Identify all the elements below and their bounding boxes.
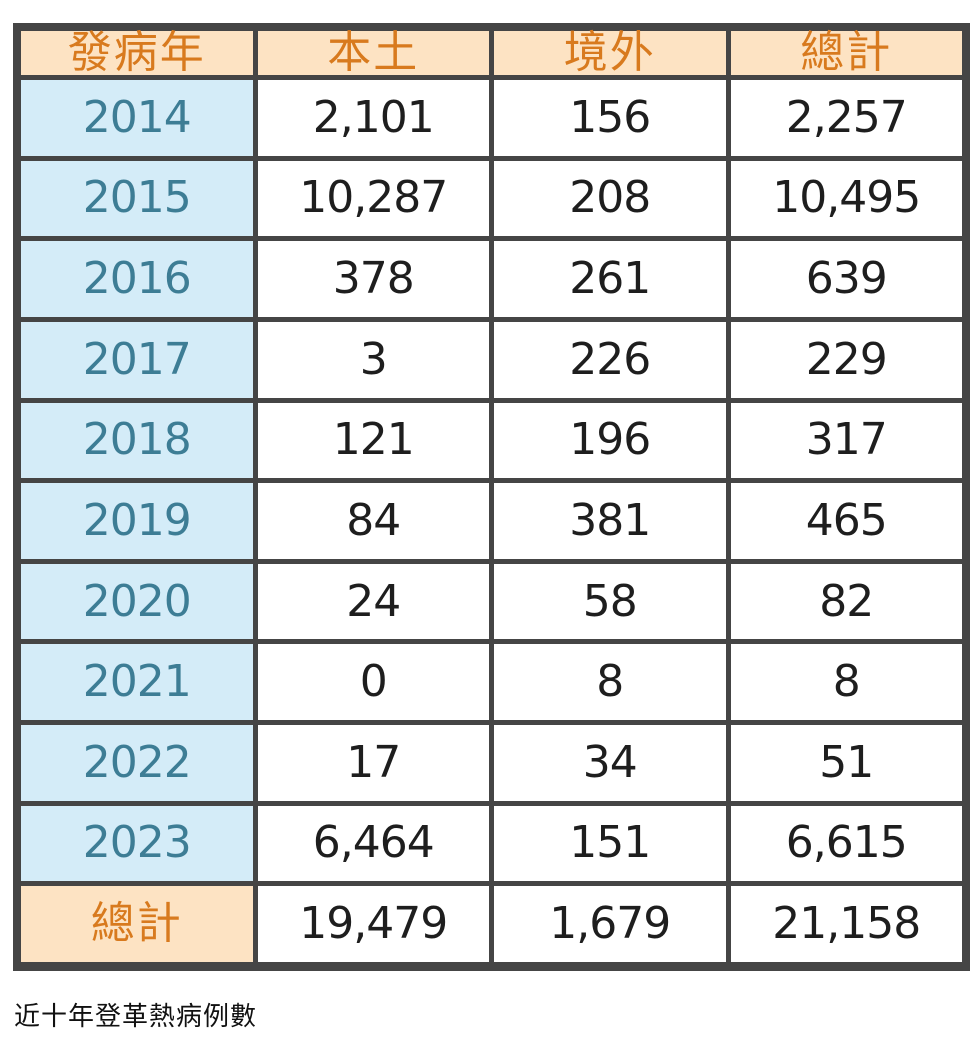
local-cases-cell: 378 xyxy=(257,241,489,317)
total-local-cases-cell: 19,479 xyxy=(257,886,489,962)
total-row-label: 總計 xyxy=(21,886,253,962)
table-row: 2023 6,464 151 6,615 xyxy=(21,805,962,882)
table-row: 2016 378 261 639 xyxy=(21,241,962,317)
dengue-cases-table-frame: 發病年 本土 境外 總計 2014 2,101 156 2,257 2015 1… xyxy=(13,23,970,971)
year-cell: 2020 xyxy=(21,563,253,640)
local-cases-cell: 121 xyxy=(257,402,489,479)
local-cases-cell: 6,464 xyxy=(257,805,489,882)
column-header-onset-year: 發病年 xyxy=(21,31,253,75)
table-row: 2015 10,287 208 10,495 xyxy=(21,160,962,237)
table-row: 2022 17 34 51 xyxy=(21,725,962,801)
table-row: 2021 0 8 8 xyxy=(21,644,962,720)
column-header-total: 總計 xyxy=(730,31,962,75)
total-cases-cell: 317 xyxy=(730,402,962,479)
imported-cases-cell: 381 xyxy=(494,483,726,559)
column-header-local: 本土 xyxy=(257,31,489,75)
table-row: 2014 2,101 156 2,257 xyxy=(21,80,962,156)
total-cases-cell: 2,257 xyxy=(730,80,962,156)
imported-cases-cell: 196 xyxy=(494,402,726,479)
total-cases-cell: 51 xyxy=(730,725,962,801)
year-cell: 2015 xyxy=(21,160,253,237)
imported-cases-cell: 261 xyxy=(494,241,726,317)
table-row: 2017 3 226 229 xyxy=(21,321,962,398)
header-row: 發病年 本土 境外 總計 xyxy=(21,31,962,75)
table-body: 2014 2,101 156 2,257 2015 10,287 208 10,… xyxy=(21,80,962,962)
total-cases-cell: 82 xyxy=(730,563,962,640)
grand-total-cell: 21,158 xyxy=(730,886,962,962)
imported-cases-cell: 8 xyxy=(494,644,726,720)
local-cases-cell: 10,287 xyxy=(257,160,489,237)
imported-cases-cell: 58 xyxy=(494,563,726,640)
table-row: 2019 84 381 465 xyxy=(21,483,962,559)
imported-cases-cell: 226 xyxy=(494,321,726,398)
local-cases-cell: 24 xyxy=(257,563,489,640)
column-header-imported: 境外 xyxy=(494,31,726,75)
total-cases-cell: 6,615 xyxy=(730,805,962,882)
total-cases-cell: 639 xyxy=(730,241,962,317)
total-cases-cell: 8 xyxy=(730,644,962,720)
total-cases-cell: 10,495 xyxy=(730,160,962,237)
total-imported-cases-cell: 1,679 xyxy=(494,886,726,962)
year-cell: 2014 xyxy=(21,80,253,156)
total-cases-cell: 229 xyxy=(730,321,962,398)
year-cell: 2019 xyxy=(21,483,253,559)
imported-cases-cell: 156 xyxy=(494,80,726,156)
year-cell: 2022 xyxy=(21,725,253,801)
total-cases-cell: 465 xyxy=(730,483,962,559)
total-row: 總計 19,479 1,679 21,158 xyxy=(21,886,962,962)
imported-cases-cell: 208 xyxy=(494,160,726,237)
table-row: 2020 24 58 82 xyxy=(21,563,962,640)
local-cases-cell: 2,101 xyxy=(257,80,489,156)
local-cases-cell: 3 xyxy=(257,321,489,398)
imported-cases-cell: 34 xyxy=(494,725,726,801)
year-cell: 2023 xyxy=(21,805,253,882)
year-cell: 2016 xyxy=(21,241,253,317)
dengue-cases-table: 發病年 本土 境外 總計 2014 2,101 156 2,257 2015 1… xyxy=(16,26,967,967)
table-caption: 近十年登革熱病例數 xyxy=(14,1002,258,1032)
local-cases-cell: 17 xyxy=(257,725,489,801)
year-cell: 2017 xyxy=(21,321,253,398)
imported-cases-cell: 151 xyxy=(494,805,726,882)
local-cases-cell: 84 xyxy=(257,483,489,559)
year-cell: 2018 xyxy=(21,402,253,479)
year-cell: 2021 xyxy=(21,644,253,720)
local-cases-cell: 0 xyxy=(257,644,489,720)
table-row: 2018 121 196 317 xyxy=(21,402,962,479)
